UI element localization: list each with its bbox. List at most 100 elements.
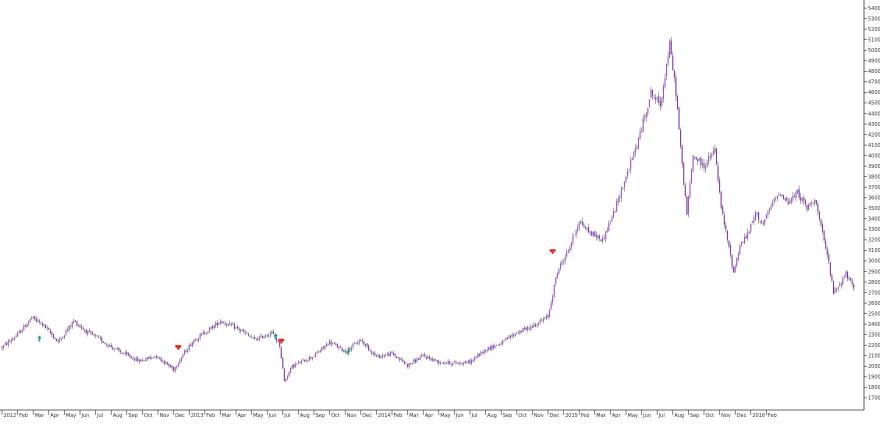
candle-body	[45, 324, 47, 329]
candle	[705, 164, 707, 174]
candle-body	[137, 357, 139, 362]
candle-body	[706, 161, 708, 167]
candle-body	[330, 341, 332, 345]
candle-body	[539, 319, 541, 323]
candle	[227, 323, 229, 327]
candle	[502, 339, 504, 347]
candle-body	[680, 130, 682, 147]
candle	[834, 286, 836, 294]
candle	[620, 185, 622, 203]
price-tick-label: 2200	[868, 343, 880, 349]
candle	[27, 320, 30, 327]
candle	[3, 344, 5, 350]
time-tick-label: Jul	[283, 413, 290, 419]
candle	[427, 354, 429, 359]
candle	[563, 259, 565, 265]
candle-body	[146, 357, 148, 360]
candle	[155, 354, 157, 360]
candle-body	[74, 320, 76, 322]
candle	[149, 355, 151, 361]
candle-body	[694, 156, 696, 158]
candle	[683, 161, 685, 186]
candle-body	[62, 337, 64, 339]
candle	[329, 338, 331, 346]
candle	[692, 154, 694, 173]
candle	[302, 358, 304, 361]
candle	[238, 326, 240, 333]
candle	[828, 251, 830, 265]
candle-body	[594, 231, 596, 237]
candle-body	[667, 56, 669, 64]
candle-body	[212, 326, 214, 329]
time-tick-label: May	[440, 413, 450, 419]
candle	[408, 362, 410, 369]
candle	[350, 345, 352, 352]
candle	[389, 350, 391, 357]
sell-signal-arrow-icon	[549, 249, 556, 255]
candle-body	[455, 362, 457, 364]
candle-body	[793, 196, 796, 197]
candle-body	[650, 89, 652, 99]
candle-body	[605, 231, 607, 240]
candle-body	[336, 343, 338, 348]
candle	[748, 230, 750, 234]
candle-body	[141, 359, 143, 362]
candle	[842, 276, 844, 286]
candle	[616, 198, 618, 212]
candle-body	[608, 223, 610, 232]
candle	[42, 321, 44, 328]
candle	[517, 331, 519, 335]
price-tick-label: 2600	[868, 301, 880, 307]
candle-body	[279, 341, 281, 347]
candle	[288, 371, 290, 378]
candle-body	[729, 245, 732, 255]
candle-body	[230, 323, 232, 326]
candle	[586, 227, 588, 232]
candle-body	[154, 356, 156, 358]
candle-body	[775, 197, 777, 199]
candle	[294, 362, 296, 368]
candle-body	[558, 268, 560, 274]
candle-body	[276, 337, 278, 342]
candle	[851, 277, 853, 287]
candle	[530, 324, 532, 332]
candle	[684, 182, 686, 198]
candle-body	[124, 352, 126, 355]
candle	[76, 320, 78, 327]
candle	[641, 127, 643, 134]
time-tick-label: May	[628, 413, 638, 419]
candle-body	[288, 371, 290, 377]
candle	[251, 334, 253, 338]
candle-body	[246, 333, 248, 334]
candle-body	[168, 363, 170, 366]
candle-body	[697, 159, 699, 162]
candle	[296, 363, 298, 366]
candle-body	[360, 339, 362, 341]
candle	[116, 347, 118, 351]
candle-body	[3, 345, 5, 348]
candle-body	[723, 214, 725, 225]
candle-body	[107, 344, 109, 347]
candle-body	[836, 289, 838, 290]
time-tick-label: Aug	[113, 413, 123, 419]
candle-body	[105, 344, 108, 345]
candle-body	[266, 335, 268, 336]
candle	[786, 196, 788, 202]
candle-body	[642, 118, 644, 132]
candle-body	[569, 247, 571, 251]
candle	[469, 358, 471, 365]
candle	[162, 359, 164, 363]
price-tick-label: 4300	[868, 122, 880, 128]
candle-body	[425, 356, 427, 359]
candle-body	[450, 364, 452, 365]
candle-body	[524, 327, 526, 330]
candle	[597, 234, 599, 241]
candle-body	[277, 341, 279, 342]
candle-body	[113, 348, 115, 350]
candle-body	[611, 217, 613, 222]
time-tick-label: Oct	[518, 413, 527, 419]
candle	[425, 355, 427, 361]
candle	[549, 308, 551, 318]
candle-body	[322, 346, 324, 348]
candle-body	[795, 191, 797, 198]
